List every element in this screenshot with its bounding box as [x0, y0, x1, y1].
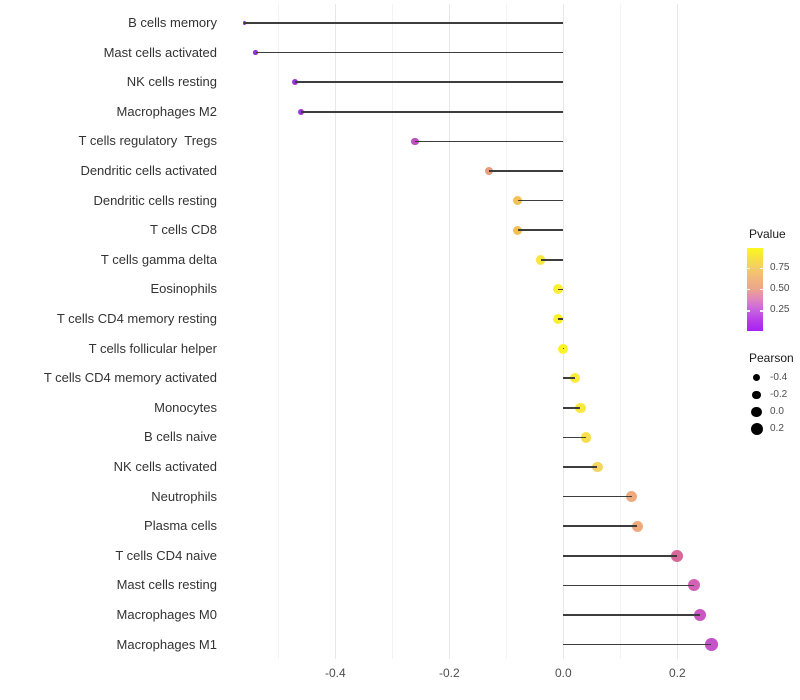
- gridline-minor: [278, 4, 280, 659]
- pearson-legend-dot: [752, 390, 761, 400]
- gridline-major: [563, 4, 565, 659]
- y-axis-label: Mast cells activated: [103, 44, 217, 60]
- pearson-legend-dot: [751, 406, 762, 418]
- pearson-tick-label: -0.2: [770, 388, 788, 400]
- pearson-legend-title: Pearson: [749, 351, 794, 365]
- y-axis-label: NK cells activated: [113, 459, 217, 474]
- lollipop-stem: [563, 525, 638, 527]
- lollipop-dot: [592, 461, 603, 473]
- y-axis-label: Monocytes: [154, 399, 217, 415]
- lollipop-dot: [569, 373, 580, 384]
- x-tick-label: 0.0: [554, 666, 572, 680]
- gridline-minor: [506, 4, 508, 659]
- lollipop-dot: [631, 520, 643, 532]
- lollipop-dot: [705, 638, 718, 651]
- lollipop-stem: [244, 22, 564, 24]
- colorbar-tick: [747, 288, 750, 291]
- lollipop-stem: [563, 436, 587, 439]
- lollipop-dot: [694, 608, 707, 622]
- pearson-tick-label: 0.0: [770, 405, 784, 417]
- gridline-major: [449, 4, 451, 659]
- lollipop-stem: [563, 377, 575, 379]
- lollipop-stem: [563, 495, 632, 498]
- pvalue-tick-label: 0.25: [770, 304, 790, 316]
- colorbar-tick: [760, 310, 763, 312]
- y-axis-label: Macrophages M1: [116, 636, 217, 652]
- lollipop-stem: [301, 111, 564, 113]
- y-axis-label: Eosinophils: [150, 281, 218, 297]
- gridline-minor: [620, 4, 622, 659]
- colorbar-tick: [747, 267, 750, 270]
- lollipop-stem: [563, 555, 678, 557]
- pearson-tick-label: 0.2: [770, 423, 784, 434]
- colorbar-tick: [760, 288, 763, 291]
- lollipop-dot: [688, 579, 701, 592]
- lollipop-stem: [563, 643, 712, 646]
- pearson-legend-dot: [750, 423, 763, 435]
- x-tick-label: -0.2: [438, 666, 460, 680]
- pvalue-tick-label: 0.75: [770, 261, 790, 273]
- y-axis-label: Macrophages M2: [116, 103, 217, 119]
- y-axis-label: B cells memory: [128, 15, 217, 30]
- gridline-major: [335, 4, 337, 659]
- lollipop-stem: [563, 407, 581, 409]
- colorbar-tick: [760, 267, 763, 270]
- y-axis-label: T cells CD4 memory resting: [56, 311, 217, 326]
- lollipop-stem: [415, 140, 564, 143]
- y-axis-label: Mast cells resting: [116, 577, 217, 593]
- y-axis-label: T cells gamma delta: [100, 251, 217, 267]
- pearson-tick-label: -0.4: [770, 371, 788, 383]
- y-axis-label: Macrophages M0: [116, 607, 217, 622]
- gridline-major: [677, 4, 679, 659]
- lollipop-stem: [540, 259, 564, 261]
- pearson-legend-dot: [752, 374, 761, 382]
- lollipop-stem: [557, 288, 564, 291]
- lollipop-stem: [295, 81, 564, 83]
- y-axis-label: Neutrophils: [151, 488, 217, 504]
- y-axis-label: B cells naive: [144, 429, 217, 445]
- lollipop-dot: [253, 50, 258, 55]
- lollipop-stem: [563, 347, 565, 350]
- gridline-minor: [392, 4, 394, 659]
- pvalue-legend-title: Pvalue: [749, 227, 786, 241]
- pvalue-colorbar: [747, 248, 763, 331]
- y-axis-label: Dendritic cells activated: [80, 163, 217, 178]
- lollipop-stem: [489, 170, 564, 172]
- y-axis-label: T cells CD4 memory activated: [43, 370, 217, 386]
- y-axis-label: Dendritic cells resting: [93, 192, 217, 208]
- lollipop-stem: [563, 614, 701, 616]
- lollipop-stem: [563, 584, 695, 587]
- x-tick-label: 0.2: [668, 666, 686, 680]
- lollipop-stem: [517, 229, 564, 231]
- y-axis-label: Plasma cells: [144, 518, 217, 534]
- lollipop-dot: [626, 491, 638, 503]
- y-axis-label: NK cells resting: [126, 74, 217, 90]
- lollipop-dot: [535, 255, 546, 265]
- lollipop-stem: [255, 51, 564, 54]
- lollipop-stem: [517, 199, 564, 202]
- pvalue-tick-label: 0.50: [770, 282, 790, 294]
- y-axis-label: T cells regulatory Tregs: [78, 133, 217, 149]
- lollipop-stem: [557, 318, 564, 320]
- lollipop-stem: [563, 466, 598, 468]
- y-axis-label: T cells follicular helper: [88, 340, 217, 356]
- y-axis-label: T cells CD4 naive: [115, 547, 217, 563]
- x-tick-label: -0.4: [324, 666, 346, 680]
- y-axis-label: T cells CD8: [150, 222, 217, 238]
- colorbar-tick: [747, 310, 750, 312]
